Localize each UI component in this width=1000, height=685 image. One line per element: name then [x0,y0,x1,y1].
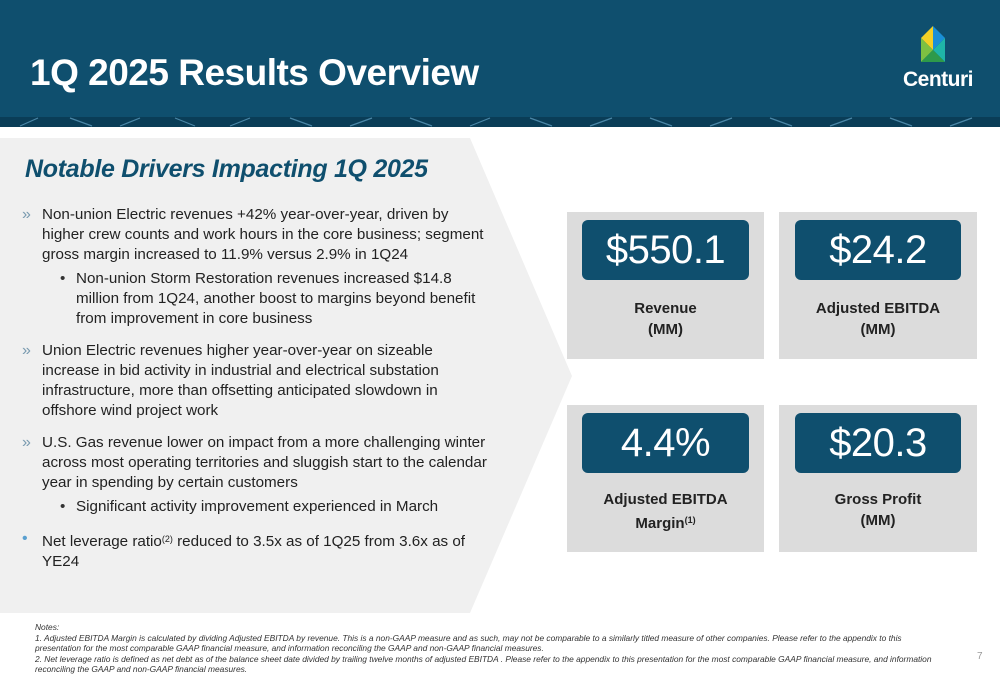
slide-title: 1Q 2025 Results Overview [30,52,479,93]
kpi-value: $24.2 [795,220,961,280]
sub-list-item: • Significant activity improvement exper… [22,497,492,517]
kpi-label: Adjusted EBITDA Margin(1) [603,491,728,532]
dot-bullet-icon: • [22,530,28,547]
slide-header: 1Q 2025 Results Overview Centuri [0,0,1000,117]
driver-text: U.S. Gas revenue lower on impact from a … [42,434,487,491]
kpi-card-revenue: $550.1 Revenue (MM) [567,212,764,359]
dot-bullet-icon: • [60,498,66,515]
kpi-card-adjusted-ebitda-margin: 4.4% Adjusted EBITDA Margin(1) [567,405,764,552]
drivers-list: » Non-union Electric revenues +42% year-… [22,205,492,572]
centuri-logo-mark-icon [921,26,945,62]
chevron-bullet-icon: » [22,206,31,223]
driver-text: Union Electric revenues higher year-over… [42,342,439,419]
driver-text-b: reduced to 3.5x as of 1Q25 from 3.6x as … [42,533,465,570]
dot-bullet-icon: • [60,270,66,287]
drivers-panel [0,138,575,613]
footnote-ref: (1) [684,515,696,525]
kpi-label: Revenue (MM) [634,300,697,338]
driver-subtext: Significant activity improvement experie… [76,498,439,515]
driver-subtext: Non-union Storm Restoration revenues inc… [76,270,476,327]
centuri-logo: Centuri [903,24,974,96]
driver-text-a: Net leverage ratio [42,533,162,550]
page-number: 7 [977,651,983,662]
note-2: 2. Net leverage ratio is defined as net … [35,653,932,675]
chevron-bullet-icon: » [22,434,31,451]
list-item: » U.S. Gas revenue lower on impact from … [22,433,492,493]
kpi-value: $20.3 [795,413,961,473]
header-stripe [0,117,1000,127]
footnote-ref: (2) [161,534,173,544]
kpi-label: Gross Profit (MM) [834,491,922,529]
kpi-value: $550.1 [582,220,749,280]
footnotes: Notes: 1. Adjusted EBITDA Margin is calc… [35,622,935,675]
kpi-label: Adjusted EBITDA (MM) [815,300,941,338]
logo-wordmark: Centuri [903,68,974,91]
driver-text: Non-union Electric revenues +42% year-ov… [42,206,484,263]
kpi-value: 4.4% [582,413,749,473]
kpi-card-gross-profit: $20.3 Gross Profit (MM) [779,405,977,552]
list-item: » Non-union Electric revenues +42% year-… [22,205,492,265]
sub-list-item: • Non-union Storm Restoration revenues i… [22,269,492,329]
chevron-bullet-icon: » [22,342,31,359]
list-item: » Union Electric revenues higher year-ov… [22,341,492,421]
kpi-card-adjusted-ebitda: $24.2 Adjusted EBITDA (MM) [779,212,977,359]
notes-heading: Notes: [35,622,60,632]
note-1: 1. Adjusted EBITDA Margin is calculated … [35,632,902,654]
drivers-heading: Notable Drivers Impacting 1Q 2025 [25,155,428,183]
list-item: • Net leverage ratio(2) reduced to 3.5x … [22,529,492,572]
